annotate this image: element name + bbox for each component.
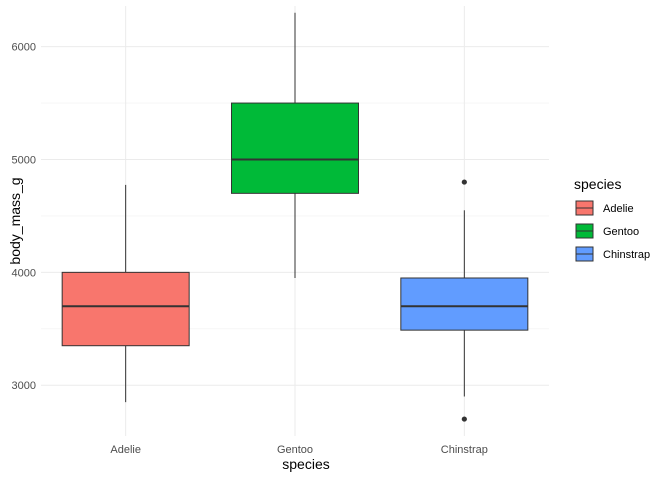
legend-item-chinstrap: Chinstrap: [575, 246, 650, 262]
y-tick-label: 3000: [12, 380, 36, 392]
x-tick-label: Chinstrap: [441, 444, 488, 456]
legend-label: Chinstrap: [603, 249, 650, 261]
legend-label: Adelie: [603, 203, 634, 215]
boxes: [61, 12, 529, 422]
legend-label: Gentoo: [603, 226, 639, 238]
x-tick-label: Gentoo: [277, 444, 313, 456]
y-tick-label: 6000: [12, 42, 36, 54]
legend-item-gentoo: Gentoo: [575, 223, 639, 239]
y-tick-label: 4000: [12, 267, 36, 279]
outlier-point: [461, 179, 467, 185]
outlier-point: [461, 416, 467, 422]
legend-title: species: [574, 176, 621, 192]
legend: species Adelie Gentoo Chinstrap: [574, 176, 650, 262]
x-tick-label: Adelie: [110, 444, 141, 456]
box-gentoo: [231, 12, 359, 278]
iqr-box: [231, 102, 359, 194]
y-axis-title: body_mass_g: [7, 177, 23, 264]
box-adelie: [61, 184, 190, 403]
legend-item-adelie: Adelie: [575, 200, 634, 216]
iqr-box: [400, 277, 529, 331]
tick-labels: 3000 4000 5000 6000 Adelie Gentoo Chinstrap: [12, 42, 488, 456]
y-tick-label: 5000: [12, 154, 36, 166]
x-axis-title: species: [282, 456, 329, 472]
box-chinstrap: [400, 179, 529, 422]
iqr-box: [61, 271, 190, 347]
